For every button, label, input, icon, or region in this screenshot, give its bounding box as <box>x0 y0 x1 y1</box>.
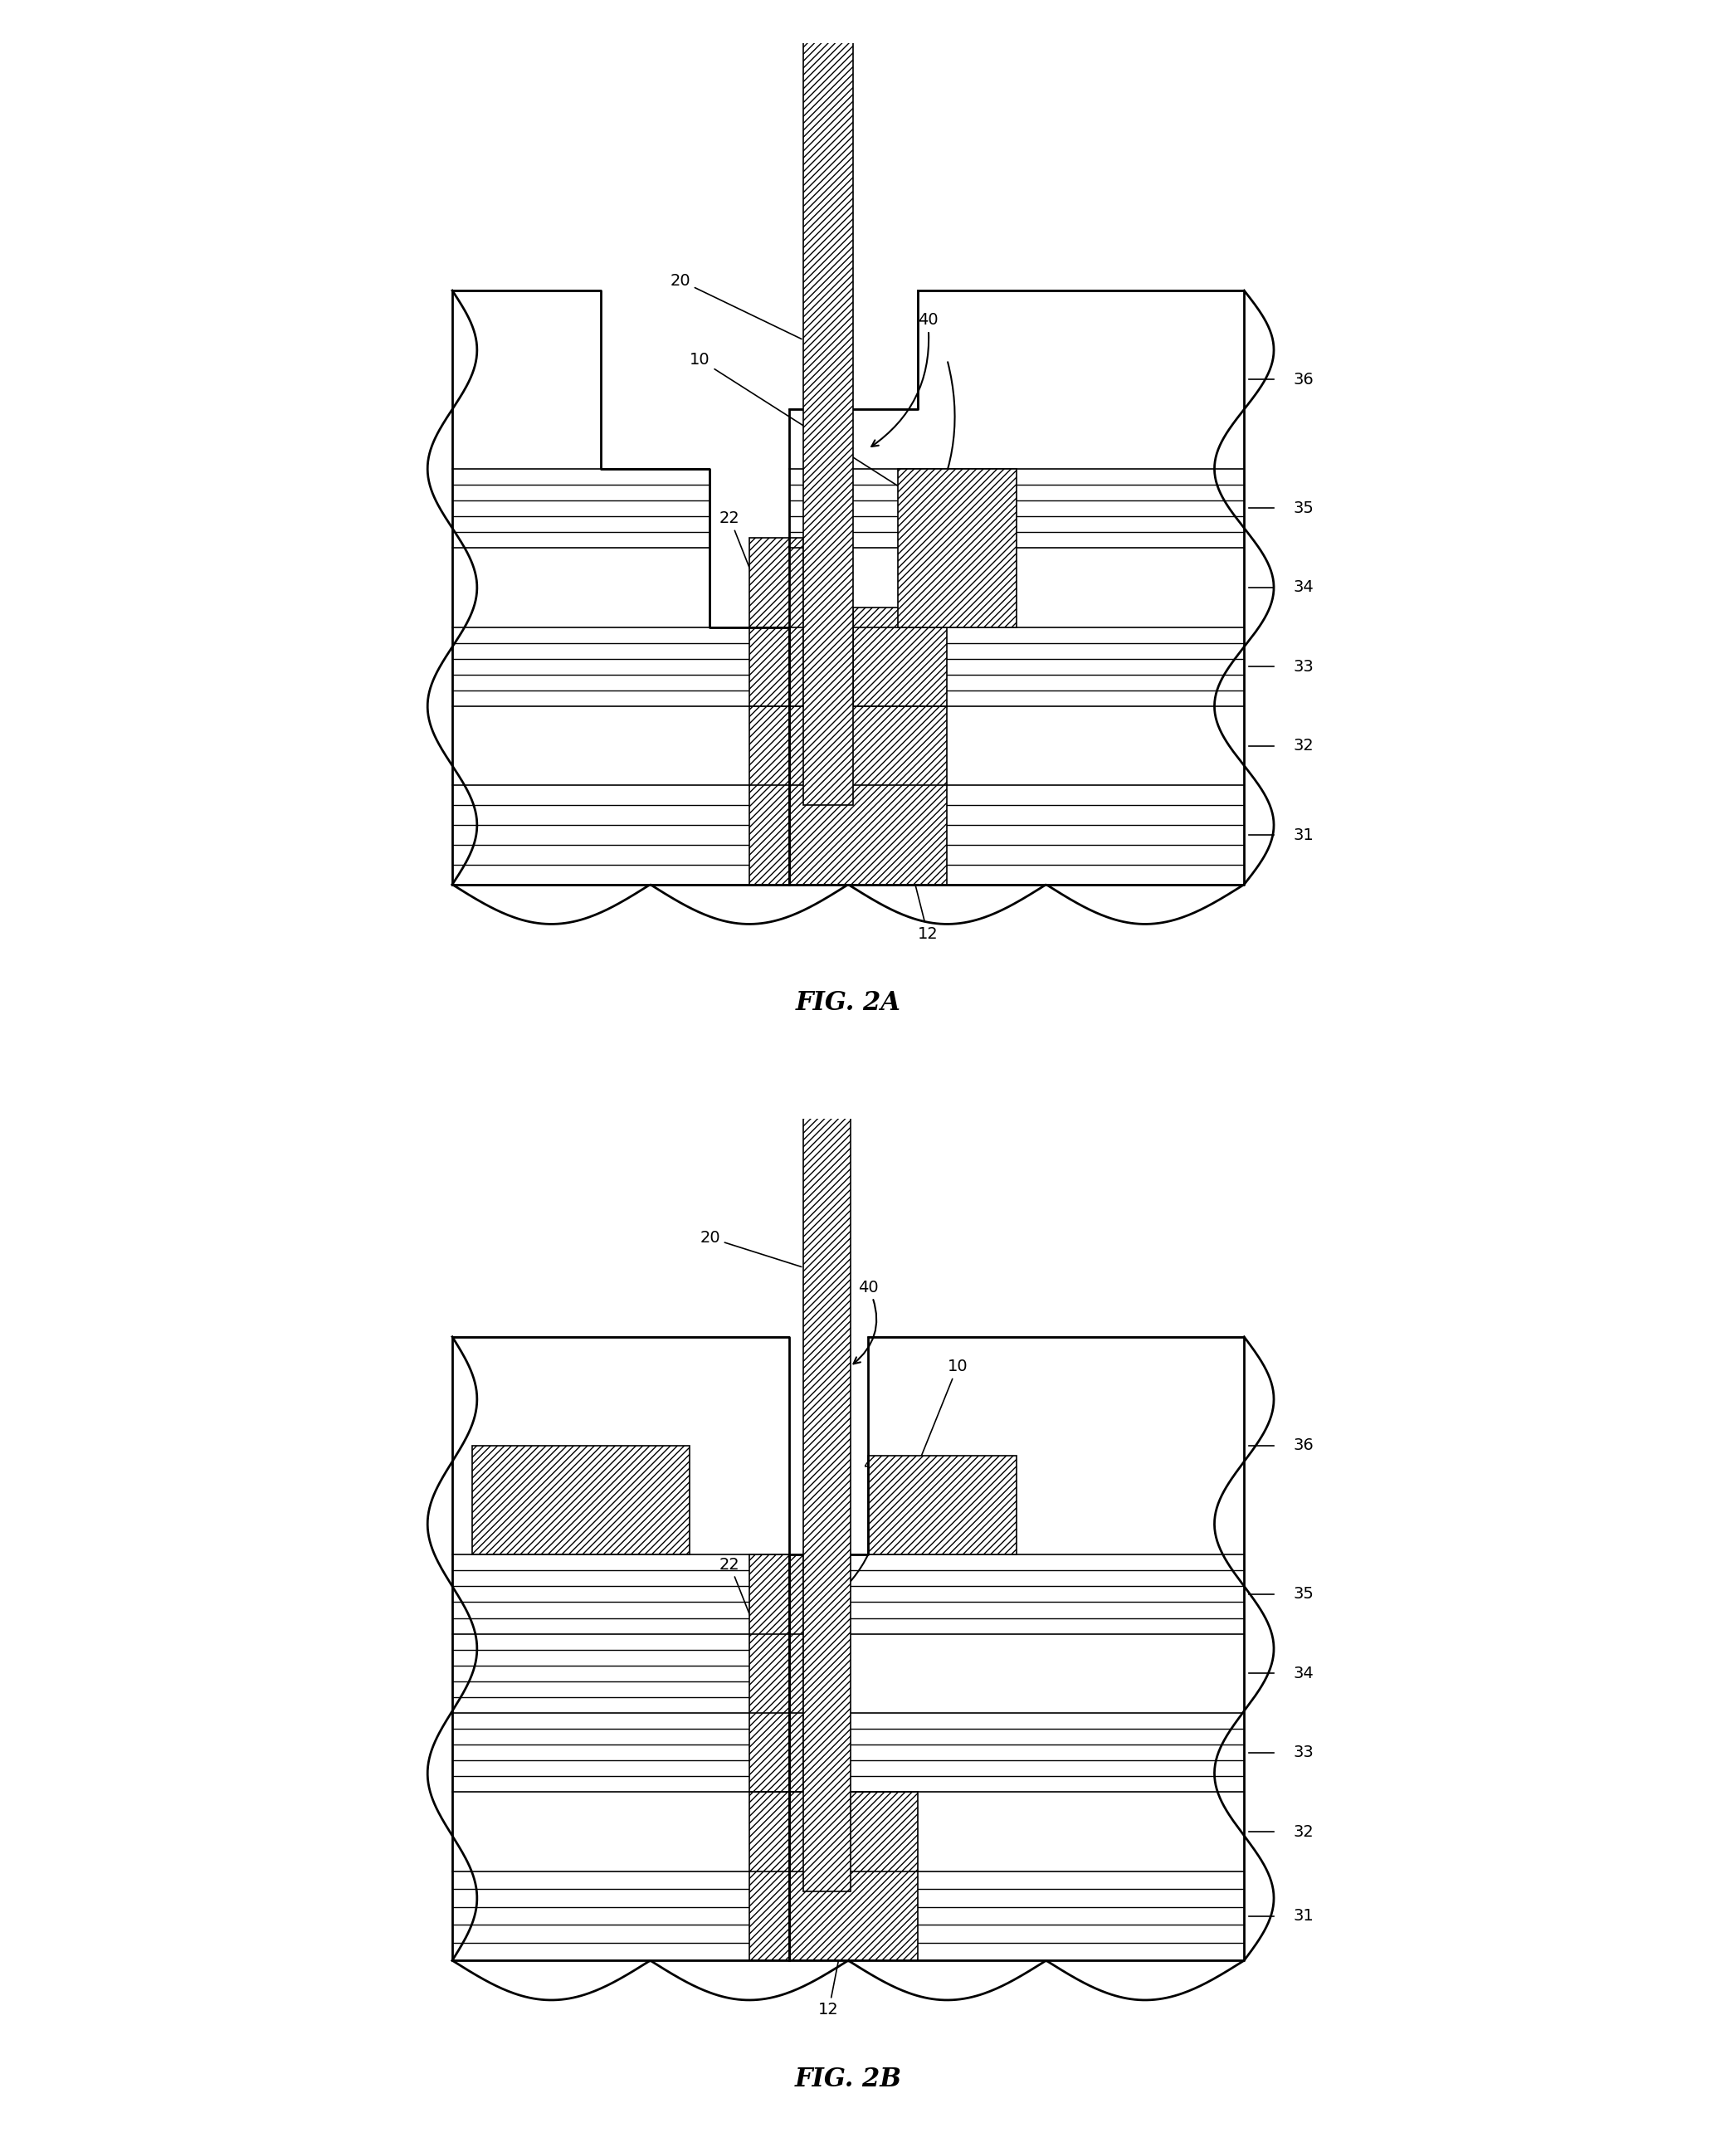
Polygon shape <box>750 1554 804 1793</box>
Bar <box>453 1793 788 1872</box>
Bar <box>453 549 710 626</box>
Text: 33: 33 <box>1293 1745 1314 1760</box>
Bar <box>788 1554 1245 1633</box>
Polygon shape <box>750 706 948 884</box>
Text: 31: 31 <box>1293 1909 1314 1924</box>
Bar <box>804 0 852 805</box>
Text: 20: 20 <box>700 1231 802 1268</box>
Bar <box>453 626 788 706</box>
Text: 22: 22 <box>719 510 767 615</box>
Bar <box>788 785 1245 884</box>
Text: 10: 10 <box>689 353 915 497</box>
Text: 40: 40 <box>871 312 937 445</box>
Bar <box>788 706 1245 785</box>
Text: 35: 35 <box>1293 501 1314 516</box>
Bar <box>788 1633 1245 1713</box>
Text: 36: 36 <box>1293 1438 1314 1453</box>
Bar <box>788 469 1245 549</box>
Bar <box>788 1793 1245 1872</box>
Bar <box>788 626 1245 706</box>
Bar <box>788 409 918 469</box>
Polygon shape <box>750 538 804 706</box>
Polygon shape <box>852 607 948 706</box>
Bar <box>453 1633 788 1713</box>
Text: 10: 10 <box>918 1358 967 1463</box>
Text: 31: 31 <box>1293 826 1314 844</box>
Text: 35: 35 <box>1293 1586 1314 1601</box>
Text: FIG. 2B: FIG. 2B <box>795 2066 901 2092</box>
Bar <box>788 549 1245 626</box>
Text: 40: 40 <box>842 1457 884 1590</box>
Bar <box>453 1872 788 1960</box>
Bar <box>453 1713 788 1793</box>
Text: 22: 22 <box>719 1556 767 1661</box>
Text: FIG. 2A: FIG. 2A <box>795 990 901 1016</box>
Bar <box>453 706 788 785</box>
Bar <box>472 1446 689 1554</box>
Text: 34: 34 <box>1293 579 1314 596</box>
Bar <box>453 1336 788 1554</box>
Bar <box>898 469 1017 626</box>
Bar <box>804 1070 851 1892</box>
Text: 36: 36 <box>1293 372 1314 387</box>
Text: 12: 12 <box>898 818 937 943</box>
Text: 40: 40 <box>854 1280 878 1364</box>
Bar <box>788 1713 1245 1793</box>
Bar <box>710 469 788 626</box>
Text: 32: 32 <box>1293 1825 1314 1840</box>
Bar <box>788 1872 1245 1960</box>
Text: 20: 20 <box>670 273 802 340</box>
Text: 32: 32 <box>1293 738 1314 753</box>
Bar <box>918 291 1245 469</box>
Bar <box>453 785 788 884</box>
Text: 34: 34 <box>1293 1666 1314 1681</box>
Bar <box>868 1455 1017 1554</box>
Bar <box>453 469 710 549</box>
Bar <box>601 291 788 469</box>
Bar <box>453 291 601 469</box>
Bar <box>868 1336 1245 1554</box>
Bar <box>453 1554 788 1633</box>
Polygon shape <box>750 1793 918 1960</box>
Text: 12: 12 <box>818 1913 847 2019</box>
Text: 33: 33 <box>1293 659 1314 674</box>
